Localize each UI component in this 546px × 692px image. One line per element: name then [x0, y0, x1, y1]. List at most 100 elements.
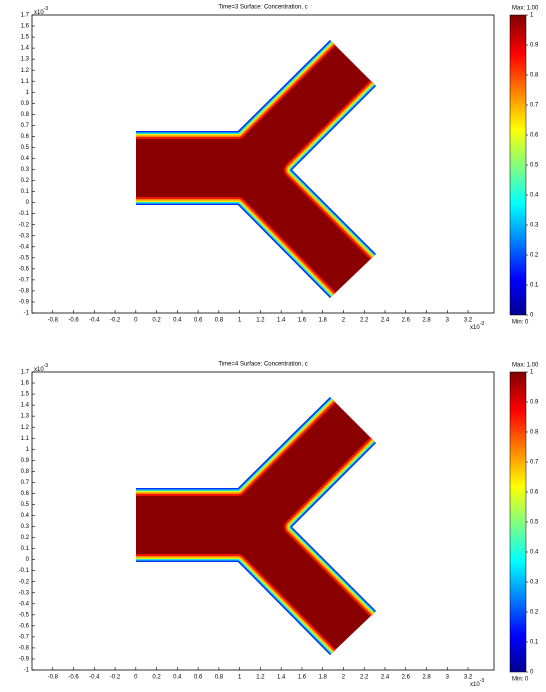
x-tick-label: 1	[238, 318, 242, 324]
wall-gradient	[136, 203, 332, 298]
x-tick-label: 1.8	[319, 675, 328, 681]
plot-title: Time=3 Surface: Concentration, c	[218, 5, 307, 11]
y-tick-label: 0.1	[21, 189, 30, 195]
x-tick-label: 1.8	[319, 318, 328, 324]
x-tick-label: 0.2	[152, 675, 161, 681]
x-tick-label: 3.2	[464, 675, 473, 681]
y-tick-label: 1.1	[21, 436, 30, 442]
x-tick-label: 3.2	[464, 318, 473, 324]
y-tick-label: 1.2	[21, 425, 30, 431]
exponent-power: -3	[480, 678, 485, 684]
colorbar-tick-label: 0.3	[530, 223, 539, 229]
x-tick-label: 0	[134, 318, 138, 324]
y-tick-label: -0.6	[19, 623, 30, 629]
x-tick-label: 3	[446, 318, 450, 324]
x-tick-label: 2	[342, 318, 346, 324]
y-tick-label: -1	[24, 311, 30, 317]
y-tick-label: -0.8	[19, 646, 30, 652]
y-tick-label: -0.4	[19, 601, 30, 607]
y-tick-label: -0.3	[19, 590, 30, 596]
y-tick-label: -0.9	[19, 657, 30, 663]
colorbar-tick-label: 0.6	[530, 133, 539, 139]
colorbar-tick-label: 0.1	[530, 283, 539, 289]
colorbar-tick-label: 0	[530, 313, 534, 319]
y-tick-label: -0.7	[19, 277, 30, 283]
x-tick-label: 1	[238, 675, 242, 681]
y-tick-label: 1.7	[21, 370, 30, 376]
wall-gradient	[136, 397, 332, 490]
y-tick-label: 0.7	[21, 123, 30, 129]
exponent-base: x10	[34, 10, 44, 16]
y-tick-label: 1.2	[21, 68, 30, 74]
panel: Time=3 Surface: Concentration, c -0.8 -0.6…	[19, 5, 539, 331]
boundary-layer	[136, 40, 376, 298]
y-tick-label: 0	[26, 200, 30, 206]
y-tick-label: -0.1	[19, 568, 30, 574]
y-tick-label: 0.9	[21, 458, 30, 464]
x-tick-label: 2.6	[402, 318, 411, 324]
wall-gradient	[136, 40, 332, 133]
x-tick-label: -0.8	[48, 318, 59, 324]
colorbar-tick-label: 0.3	[530, 580, 539, 586]
axis-exponent: x10-3	[34, 363, 48, 372]
exponent-power: -3	[480, 321, 485, 327]
y-tick-label: 1.7	[21, 13, 30, 19]
y-tick-label: 0.8	[21, 112, 30, 118]
y-tick-label: 0.3	[21, 524, 30, 530]
x-tick-label: 0.8	[215, 318, 224, 324]
colorbar-min: Min: 0	[512, 677, 529, 683]
colorbar-tick-label: 0.7	[530, 103, 539, 109]
y-tick-label: -0.7	[19, 634, 30, 640]
colorbar-tick-label: 0	[530, 670, 534, 676]
x-tick-label: -0.8	[48, 675, 59, 681]
y-tick-label: -0.5	[19, 612, 30, 618]
y-tick-label: -0.8	[19, 289, 30, 295]
axis-exponent: x10-3	[470, 678, 484, 687]
y-tick-label: 1.3	[21, 57, 30, 63]
y-tick-label: 0.9	[21, 101, 30, 107]
colorbar-tick-label: 0.4	[530, 550, 539, 556]
colorbar	[509, 371, 527, 673]
y-tick-label: 0.6	[21, 134, 30, 140]
y-tick-label: 0.2	[21, 178, 30, 184]
colorbar-max: Max: 1.00	[512, 363, 539, 369]
colorbar	[509, 14, 527, 316]
colorbar-tick-label: 0.2	[530, 253, 539, 259]
y-tick-label: 1.1	[21, 79, 30, 85]
plot-title: Time=4 Surface: Concentration, c	[218, 362, 307, 368]
x-tick-label: 1.4	[277, 318, 286, 324]
x-tick-label: 0.4	[173, 318, 182, 324]
y-tick-label: -0.2	[19, 579, 30, 585]
colorbar-tick-label: 0.8	[530, 73, 539, 79]
y-tick-label: 0.6	[21, 491, 30, 497]
y-tick-label: 0.4	[21, 513, 30, 519]
x-tick-label: -0.6	[68, 318, 79, 324]
colorbar-tick-label: 0.8	[530, 430, 539, 436]
x-tick-label: 0.6	[194, 675, 203, 681]
colorbar-tick-label: 0.1	[530, 640, 539, 646]
exponent-base: x10	[34, 367, 44, 373]
wall-gradient	[290, 84, 376, 256]
y-tick-label: -1	[24, 668, 30, 674]
x-tick-label: 2.8	[422, 675, 431, 681]
colorbar-tick-label: 0.5	[530, 163, 539, 169]
x-tick-label: 0.4	[173, 675, 182, 681]
colorbar-tick-label: 0.4	[530, 193, 539, 199]
x-tick-label: -0.6	[68, 675, 79, 681]
colorbar-tick-label: 0.5	[530, 520, 539, 526]
axis-exponent: x10-3	[34, 6, 48, 15]
exponent-base: x10	[470, 325, 480, 331]
y-tick-label: -0.3	[19, 233, 30, 239]
y-tick-label: -0.1	[19, 211, 30, 217]
x-tick-label: 2.8	[422, 318, 431, 324]
x-tick-label: -0.2	[110, 318, 121, 324]
y-tick-label: -0.6	[19, 266, 30, 272]
y-tick-label: -0.9	[19, 300, 30, 306]
y-tick-label: 0	[26, 557, 30, 563]
y-tick-label: 0.2	[21, 535, 30, 541]
x-tick-label: 2.2	[360, 318, 369, 324]
x-tick-label: 2	[342, 675, 346, 681]
y-tick-label: 1.4	[21, 403, 30, 409]
y-tick-label: 1.4	[21, 46, 30, 52]
